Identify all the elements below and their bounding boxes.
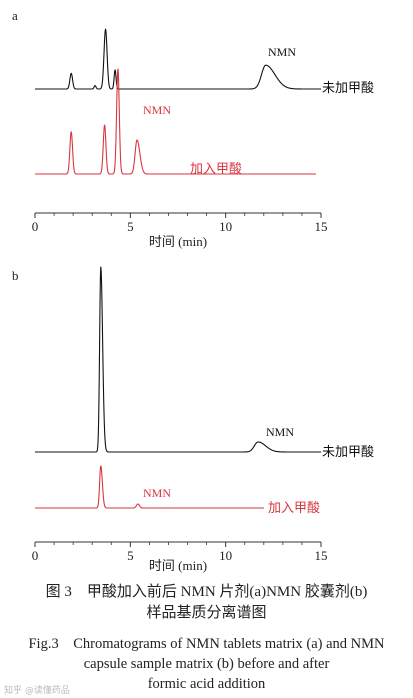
peak-label-nmn: NMN	[143, 103, 171, 117]
peak-label-nmn: NMN	[268, 45, 296, 59]
x-tick-label: 5	[127, 219, 134, 234]
panel-label: a	[12, 8, 18, 23]
panel-b: b 0 5 10 15 时间 (min) 未加甲酸 NMN 加入甲酸 NMN	[12, 266, 374, 573]
series-name-label: 未加甲酸	[322, 444, 374, 459]
x-tick-label: 0	[32, 219, 39, 234]
x-tick-label: 10	[219, 548, 232, 563]
x-tick-label: 5	[127, 548, 134, 563]
watermark: 知乎 @读懂药品	[4, 686, 70, 696]
chromatogram-figure: a 0 5 10 15 时间 (min) 未加甲酸 NMN 加入甲酸 NMN b 0 5 10 15 时间 …	[12, 8, 374, 573]
x-axis-label: 时间 (min)	[149, 558, 207, 573]
series-name-label: 加入甲酸	[268, 500, 320, 515]
panel-a: a 0 5 10 15 时间 (min) 未加甲酸 NMN 加入甲酸 NMN	[12, 8, 374, 249]
x-tick-label: 15	[315, 548, 328, 563]
series-name-label: 未加甲酸	[322, 80, 374, 95]
series-name-label: 加入甲酸	[190, 161, 242, 176]
series-trace-with-formic-acid	[34, 465, 265, 509]
series-trace-without-formic-acid	[34, 28, 322, 90]
series-trace-with-formic-acid	[34, 68, 317, 175]
caption-cn-line1: 图 3 甲酸加入前后 NMN 片剂(a)NMN 胶囊剂(b)	[45, 584, 368, 600]
x-tick-label: 0	[32, 548, 39, 563]
series-trace-without-formic-acid	[34, 266, 322, 453]
x-tick-label: 10	[219, 219, 232, 234]
peak-label-nmn: NMN	[143, 486, 171, 500]
peak-label-nmn: NMN	[266, 425, 294, 439]
caption-en-line3: formic acid addition	[147, 676, 266, 692]
caption-en-line1: Fig.3 Chromatograms of NMN tablets matri…	[28, 636, 385, 652]
caption-en-line2: capsule sample matrix (b) before and aft…	[83, 656, 330, 672]
panel-label: b	[12, 268, 19, 283]
caption-cn-line2: 样品基质分离谱图	[146, 605, 267, 621]
x-axis-label: 时间 (min)	[149, 234, 207, 249]
x-tick-label: 15	[315, 219, 328, 234]
